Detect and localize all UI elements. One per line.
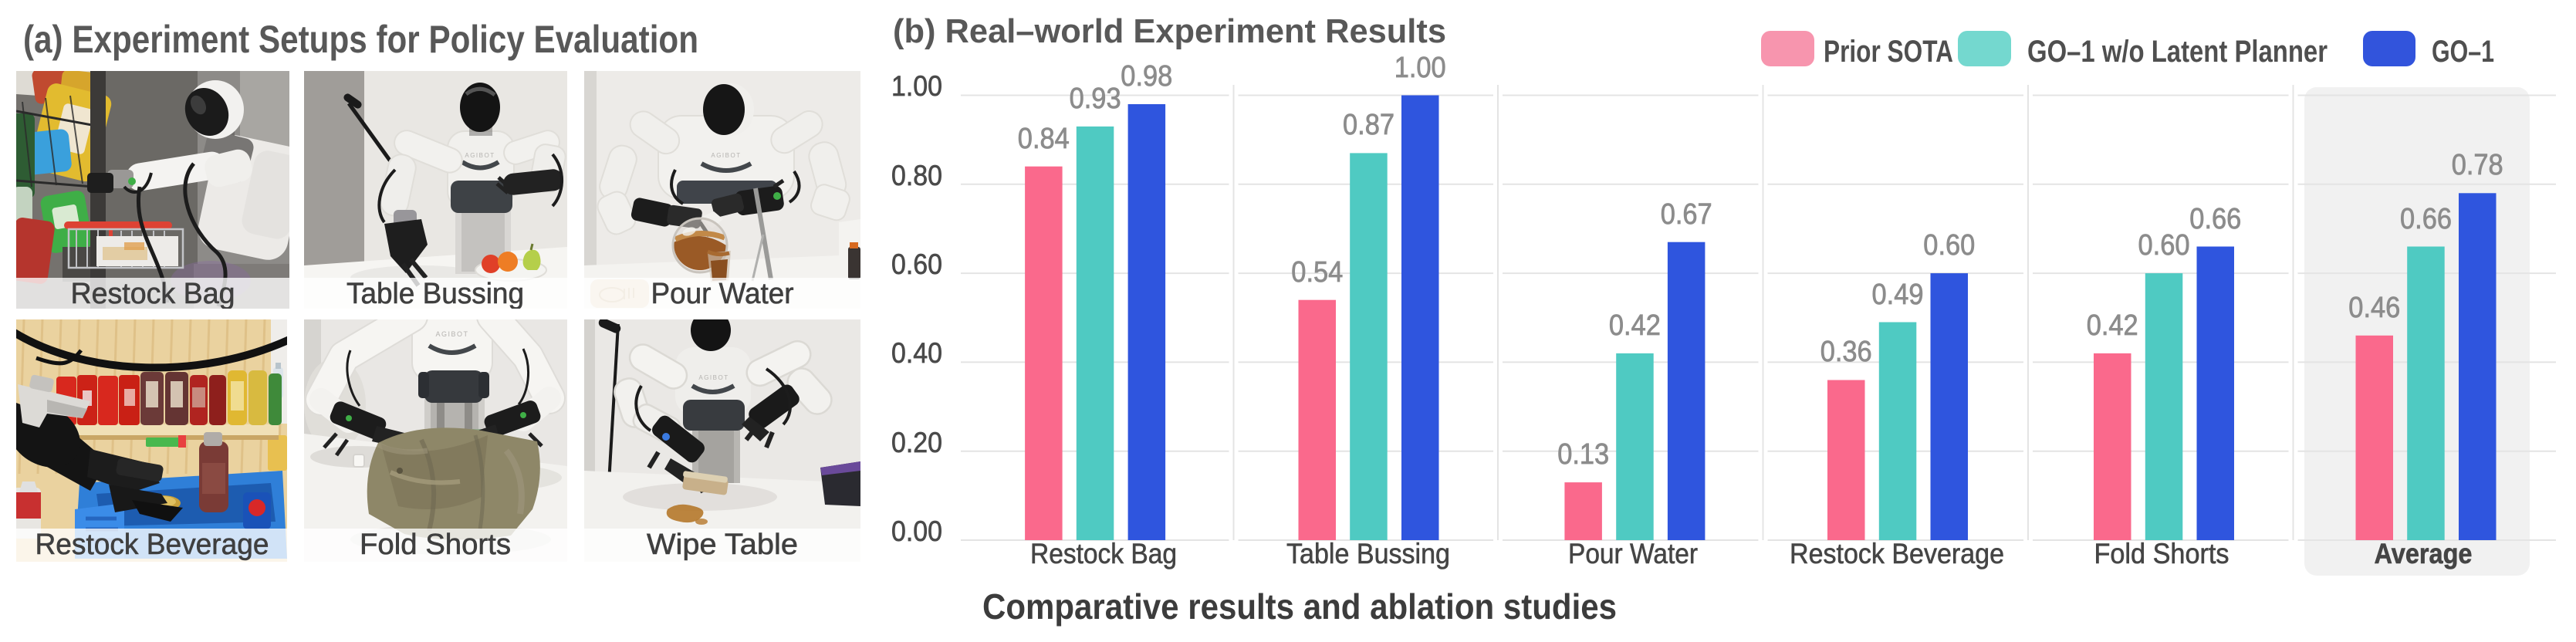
svg-text:Pour Water: Pour Water	[651, 278, 794, 310]
svg-text:1.00: 1.00	[1394, 52, 1446, 84]
svg-text:Restock Bag: Restock Bag	[1030, 538, 1177, 569]
svg-text:Table Bussing: Table Bussing	[1286, 538, 1450, 569]
svg-text:0.87: 0.87	[1343, 109, 1394, 141]
svg-text:0.46: 0.46	[2348, 292, 2400, 324]
svg-text:AGIBOT: AGIBOT	[465, 152, 495, 159]
svg-text:GO–1 w/o Latent Planner: GO–1 w/o Latent Planner	[2027, 35, 2328, 69]
svg-text:(b) Real–world Experiment Resu: (b) Real–world Experiment Results	[893, 12, 1446, 50]
svg-text:0.36: 0.36	[1820, 336, 1872, 368]
svg-text:0.42: 0.42	[2087, 309, 2138, 342]
svg-text:0.42: 0.42	[1609, 309, 1661, 342]
svg-text:Fold Shorts: Fold Shorts	[2094, 538, 2229, 569]
svg-text:0.60: 0.60	[1923, 229, 1975, 262]
svg-text:0.60: 0.60	[2138, 229, 2190, 262]
svg-text:Restock Beverage: Restock Beverage	[35, 529, 269, 561]
svg-text:Restock Bag: Restock Bag	[71, 278, 235, 310]
svg-text:Prior SOTA: Prior SOTA	[1824, 35, 1953, 69]
svg-text:0.78: 0.78	[2452, 149, 2503, 181]
svg-text:1.00: 1.00	[891, 70, 942, 102]
svg-text:Restock Beverage: Restock Beverage	[1790, 538, 2004, 569]
svg-text:AGIBOT: AGIBOT	[435, 330, 468, 338]
svg-text:Comparative results and ablati: Comparative results and ablation studies	[982, 586, 1617, 627]
svg-text:0.84: 0.84	[1018, 123, 1070, 155]
svg-text:AGIBOT: AGIBOT	[698, 374, 729, 381]
svg-text:AGIBOT: AGIBOT	[711, 152, 741, 159]
svg-text:0.66: 0.66	[2400, 203, 2452, 235]
svg-text:0.66: 0.66	[2189, 203, 2241, 235]
svg-text:0.49: 0.49	[1872, 279, 1924, 311]
svg-text:0.60: 0.60	[891, 248, 942, 280]
svg-text:GO–1: GO–1	[2432, 35, 2494, 69]
svg-text:Table Bussing: Table Bussing	[347, 278, 524, 310]
svg-text:(a) Experiment Setups for Poli: (a) Experiment Setups for Policy Evaluat…	[23, 18, 698, 61]
svg-text:0.20: 0.20	[891, 427, 942, 458]
svg-text:Wipe Table: Wipe Table	[647, 529, 798, 561]
svg-text:0.98: 0.98	[1121, 60, 1172, 93]
svg-text:0.93: 0.93	[1070, 83, 1121, 115]
svg-text:Pour Water: Pour Water	[1568, 538, 1698, 569]
svg-text:Average: Average	[2375, 538, 2473, 569]
svg-text:0.80: 0.80	[891, 160, 942, 191]
svg-text:0.00: 0.00	[891, 515, 942, 547]
svg-text:0.13: 0.13	[1557, 438, 1609, 471]
svg-text:0.54: 0.54	[1291, 256, 1343, 289]
svg-text:0.67: 0.67	[1661, 198, 1712, 231]
svg-text:0.40: 0.40	[891, 337, 942, 369]
svg-text:Fold Shorts: Fold Shorts	[360, 529, 511, 561]
